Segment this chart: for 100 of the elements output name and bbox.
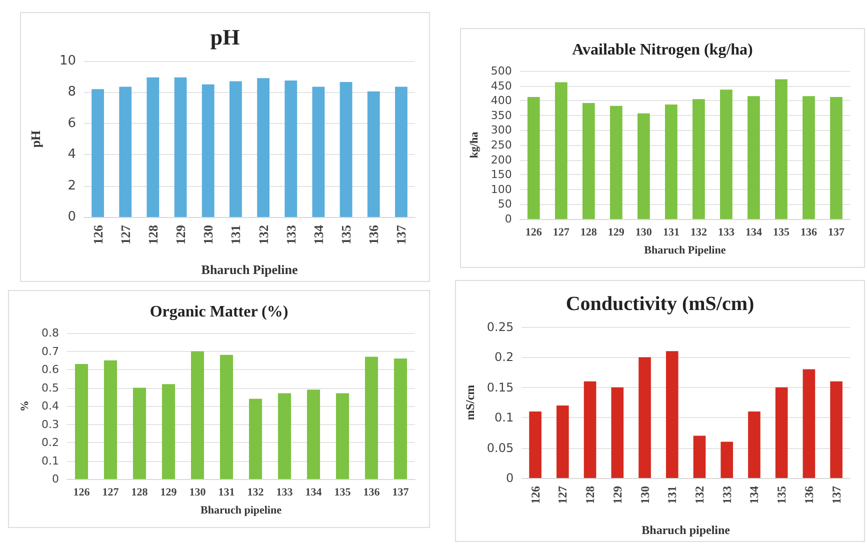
x-tick-label: 131	[228, 225, 244, 244]
bar	[692, 99, 705, 219]
bar	[665, 104, 678, 219]
x-tick-label: 134	[747, 486, 762, 504]
bar	[582, 102, 595, 219]
bar	[190, 351, 204, 479]
bar	[395, 86, 408, 217]
x-tick-label: 126	[525, 226, 542, 238]
y-tick-label: 100	[490, 182, 512, 196]
x-tick-label: 127	[118, 224, 133, 244]
chart-title: Available Nitrogen (kg/ha)	[572, 42, 753, 58]
y-tick-label: 400	[490, 94, 512, 108]
x-tick-label: 126	[528, 486, 542, 504]
x-axis-title: Bharuch Pipeline	[201, 262, 298, 277]
y-tick-label: 0.25	[486, 320, 514, 334]
x-tick-label: 129	[160, 486, 178, 498]
x-tick-label: 132	[256, 225, 271, 244]
x-axis-title: Bharuch pipeline	[642, 523, 731, 537]
bar	[748, 412, 760, 478]
bar	[132, 388, 146, 479]
y-tick-label: 0.3	[42, 418, 59, 431]
y-tick-label: 0.7	[42, 344, 59, 358]
y-tick-label: 0.1	[494, 410, 514, 425]
x-tick-label: 131	[662, 226, 680, 238]
bar	[306, 390, 320, 479]
y-tick-label: 500	[490, 64, 512, 78]
x-tick-label: 129	[173, 224, 188, 244]
x-tick-label: 136	[800, 226, 818, 238]
x-tick-label: 133	[283, 224, 298, 244]
bar	[693, 436, 706, 478]
bar	[230, 81, 242, 217]
bar	[527, 97, 540, 219]
x-tick-label: 129	[608, 226, 625, 238]
y-axis-title: pH	[28, 130, 43, 148]
x-tick-label: 127	[552, 226, 570, 238]
x-tick-label: 136	[363, 486, 380, 498]
y-tick-label: 0.2	[42, 436, 59, 449]
y-tick-label: 0	[68, 210, 76, 224]
bar	[367, 91, 380, 217]
bar	[720, 442, 734, 478]
bar	[830, 381, 842, 478]
bar	[529, 412, 542, 478]
bar	[554, 82, 568, 219]
bar	[610, 106, 622, 219]
bar	[637, 113, 650, 219]
y-tick-label: 0.2	[494, 350, 514, 364]
bar	[802, 96, 815, 219]
x-tick-label: 126	[73, 486, 90, 498]
x-tick-label: 128	[131, 486, 148, 498]
chart-title: pH	[210, 24, 240, 50]
x-tick-label: 135	[772, 226, 790, 238]
chart-title: Organic Matter (%)	[150, 304, 288, 320]
x-tick-label: 134	[305, 486, 322, 498]
x-tick-label: 128	[580, 226, 598, 238]
x-tick-label: 133	[720, 486, 734, 504]
bar	[146, 77, 160, 217]
x-tick-label: 135	[774, 486, 789, 504]
bar	[748, 96, 760, 219]
y-tick-label: 200	[490, 153, 512, 166]
y-axis-title: kg/ha	[468, 131, 480, 158]
bar	[220, 354, 234, 479]
x-tick-label: 130	[638, 486, 652, 504]
y-axis-title: mS/cm	[463, 384, 477, 420]
x-tick-label: 132	[690, 226, 708, 238]
y-tick-label: 0	[506, 471, 514, 485]
x-tick-label: 133	[276, 486, 294, 498]
y-tick-label: 0	[504, 212, 512, 226]
x-tick-label: 132	[247, 486, 264, 498]
x-tick-label: 126	[90, 224, 106, 244]
bar	[278, 393, 292, 479]
x-tick-label: 137	[828, 226, 845, 238]
bar	[775, 79, 788, 219]
bar	[394, 358, 408, 479]
bar	[119, 86, 132, 217]
x-tick-label: 130	[200, 225, 216, 244]
y-tick-label: 0.6	[42, 363, 59, 376]
bar	[104, 360, 118, 479]
bar	[775, 387, 788, 478]
y-tick-label: 0.1	[42, 454, 59, 468]
bar	[666, 351, 678, 478]
bar	[174, 77, 187, 217]
x-tick-label: 128	[583, 486, 598, 504]
bar	[584, 381, 596, 478]
x-tick-label: 131	[218, 486, 235, 498]
bar	[312, 86, 325, 217]
bar	[830, 97, 842, 219]
x-tick-label: 128	[145, 224, 160, 244]
bar	[802, 369, 816, 478]
y-tick-label: 350	[490, 108, 512, 122]
y-tick-label: 450	[490, 79, 512, 92]
y-axis-title: %	[19, 400, 32, 412]
y-tick-label: 300	[490, 124, 512, 137]
y-tick-label: 0.8	[42, 326, 59, 340]
x-tick-label: 134	[310, 224, 326, 244]
chart-title: Conductivity (mS/cm)	[566, 293, 754, 315]
y-tick-label: 8	[68, 84, 76, 100]
x-tick-label: 137	[829, 486, 844, 504]
y-tick-label: 0.5	[42, 381, 59, 394]
bar	[202, 84, 214, 217]
bar	[340, 82, 352, 217]
